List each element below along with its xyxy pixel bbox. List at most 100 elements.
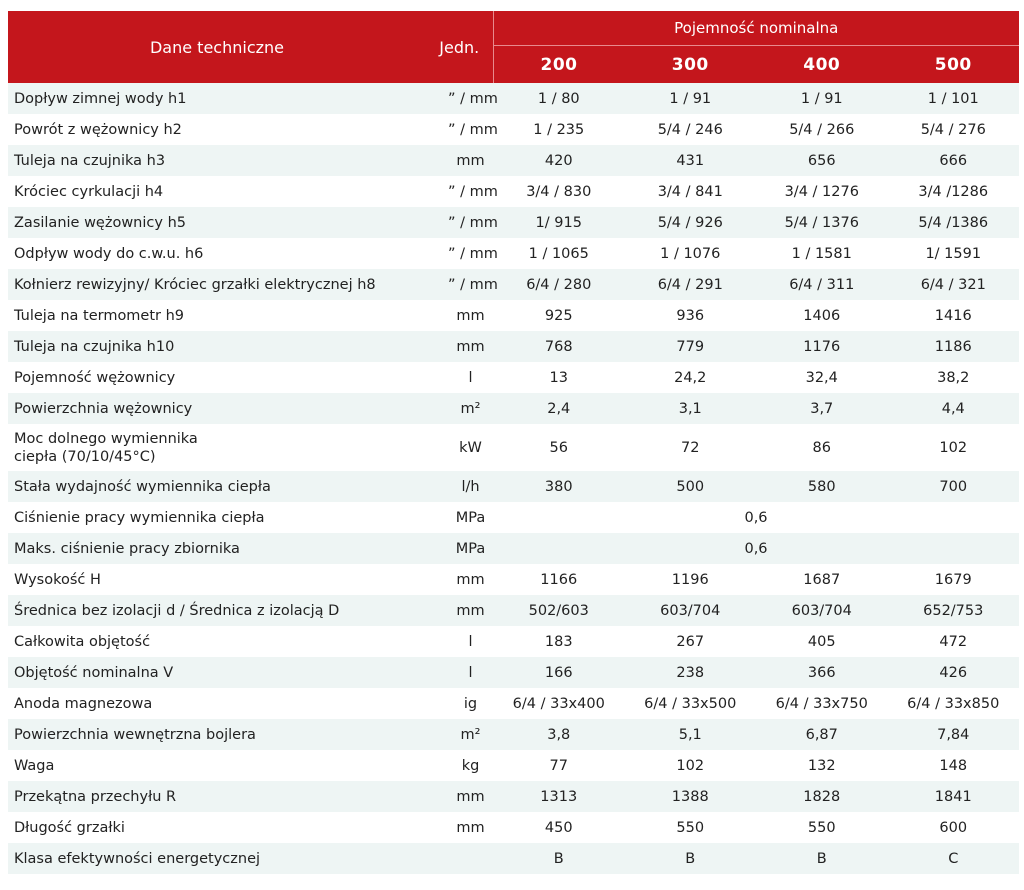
row-value-400: 1687 bbox=[756, 564, 888, 595]
row-value-200: 183 bbox=[493, 626, 625, 657]
row-value-500: 1186 bbox=[887, 331, 1019, 362]
row-unit: ” / mm bbox=[426, 114, 498, 145]
row-value-400: 5/4 / 266 bbox=[756, 114, 888, 145]
row-label: Pojemność wężownicy bbox=[8, 362, 426, 393]
row-value-500: 472 bbox=[887, 626, 1019, 657]
row-value-300: 1 / 1076 bbox=[624, 238, 756, 269]
row-label: Długość grzałki bbox=[8, 812, 426, 843]
row-label: Zasilanie wężownicy h5 bbox=[8, 207, 426, 238]
header-unit: Jedn. bbox=[426, 11, 493, 83]
row-unit: mm bbox=[426, 331, 493, 362]
row-value-500: 700 bbox=[887, 471, 1019, 502]
header-capacity-200: 200 bbox=[492, 45, 625, 83]
row-value-400: 3/4 / 1276 bbox=[756, 176, 888, 207]
row-value-400: 1 / 91 bbox=[756, 83, 888, 114]
row-value-200: 502/603 bbox=[493, 595, 625, 626]
row-value-200: 6/4 / 280 bbox=[493, 269, 625, 300]
row-value-200: B bbox=[493, 843, 625, 874]
row-label: Kołnierz rewizyjny/ Króciec grzałki elek… bbox=[8, 269, 426, 300]
row-value-200: 450 bbox=[493, 812, 625, 843]
table-row: Powierzchnia wewnętrzna bojlera m² 3,8 5,1 6… bbox=[8, 719, 1019, 750]
row-value-400: 1176 bbox=[756, 331, 888, 362]
row-value-300: 1388 bbox=[624, 781, 756, 812]
row-value-300: 431 bbox=[624, 145, 756, 176]
row-label: Tuleja na czujnika h3 bbox=[8, 145, 426, 176]
table-header: Dane techniczne Jedn. Pojemność nominaln… bbox=[8, 11, 1019, 83]
row-value-500: 426 bbox=[887, 657, 1019, 688]
table-row: Całkowita objętość l 183 267 405 472 bbox=[8, 626, 1019, 657]
row-value-500: 1841 bbox=[887, 781, 1019, 812]
row-value-300: 3,1 bbox=[624, 393, 756, 424]
row-label: Stała wydajność wymiennika ciepła bbox=[8, 471, 426, 502]
row-value-300: 550 bbox=[624, 812, 756, 843]
table-row: Ciśnienie pracy wymiennika ciepła MPa 0,6 bbox=[8, 502, 1019, 533]
row-value-500: 652/753 bbox=[887, 595, 1019, 626]
row-value-500: 1416 bbox=[887, 300, 1019, 331]
table-row: Odpływ wody do c.w.u. h6” / mm 1 / 1065 1 … bbox=[8, 238, 1019, 269]
row-value-300: B bbox=[624, 843, 756, 874]
row-value-500: 1 / 101 bbox=[887, 83, 1019, 114]
header-parameter: Dane techniczne bbox=[8, 11, 426, 83]
row-value-500: 666 bbox=[887, 145, 1019, 176]
row-label: Anoda magnezowa bbox=[8, 688, 426, 719]
row-value-200: 3/4 / 830 bbox=[493, 176, 625, 207]
row-value-500: 600 bbox=[887, 812, 1019, 843]
row-value-200: 768 bbox=[493, 331, 625, 362]
row-unit: ” / mm bbox=[426, 83, 498, 114]
row-unit: MPa bbox=[426, 533, 493, 564]
row-label: Średnica bez izolacji d / Średnica z izo… bbox=[8, 595, 426, 626]
row-value-400: 405 bbox=[756, 626, 888, 657]
row-unit: l bbox=[426, 657, 493, 688]
row-unit: mm bbox=[426, 564, 493, 595]
row-value-400: 1406 bbox=[756, 300, 888, 331]
row-value-300: 3/4 / 841 bbox=[624, 176, 756, 207]
row-value-200: 1166 bbox=[493, 564, 625, 595]
row-label: Króciec cyrkulacji h4 bbox=[8, 176, 426, 207]
row-unit: l bbox=[426, 626, 493, 657]
row-shared-value: 0,6 bbox=[493, 533, 1019, 564]
table-body: Dopływ zimnej wody h1” / mm 1 / 80 1 / 91 1… bbox=[8, 83, 1019, 874]
row-value-200: 1 / 1065 bbox=[493, 238, 625, 269]
table-row: Klasa efektywności energetycznej B B B C bbox=[8, 843, 1019, 874]
row-unit: kW bbox=[426, 424, 493, 471]
row-value-500: 6/4 / 321 bbox=[887, 269, 1019, 300]
row-value-500: 3/4 /1286 bbox=[887, 176, 1019, 207]
table-row: Tuleja na czujnika h10 mm 768 779 1176 1186 bbox=[8, 331, 1019, 362]
table-row: Moc dolnego wymiennika ciepła (70/10/45°… bbox=[8, 424, 1019, 471]
row-value-200: 2,4 bbox=[493, 393, 625, 424]
row-value-200: 13 bbox=[493, 362, 625, 393]
row-value-400: 3,7 bbox=[756, 393, 888, 424]
row-value-200: 77 bbox=[493, 750, 625, 781]
row-label: Klasa efektywności energetycznej bbox=[8, 843, 426, 874]
spec-table-container: Dane techniczne Jedn. Pojemność nominaln… bbox=[8, 11, 1019, 874]
row-label: Dopływ zimnej wody h1 bbox=[8, 83, 426, 114]
row-value-300: 238 bbox=[624, 657, 756, 688]
row-value-200: 380 bbox=[493, 471, 625, 502]
row-value-200: 1/ 915 bbox=[493, 207, 625, 238]
row-label: Powierzchnia wewnętrzna bojlera bbox=[8, 719, 426, 750]
row-value-400: 656 bbox=[756, 145, 888, 176]
row-value-200: 56 bbox=[493, 424, 625, 471]
row-unit: l bbox=[426, 362, 493, 393]
row-value-300: 5,1 bbox=[624, 719, 756, 750]
table-row: Powrót z wężownicy h2” / mm 1 / 235 5/4 / … bbox=[8, 114, 1019, 145]
row-shared-value: 0,6 bbox=[493, 502, 1019, 533]
row-value-400: 6/4 / 311 bbox=[756, 269, 888, 300]
row-unit: mm bbox=[426, 781, 493, 812]
table-row: Pojemność wężownicy l 13 24,2 32,4 38,2 bbox=[8, 362, 1019, 393]
row-unit: mm bbox=[426, 145, 493, 176]
row-value-200: 166 bbox=[493, 657, 625, 688]
row-value-300: 5/4 / 246 bbox=[624, 114, 756, 145]
row-value-500: 1679 bbox=[887, 564, 1019, 595]
row-value-400: 5/4 / 1376 bbox=[756, 207, 888, 238]
row-unit: ” / mm bbox=[426, 238, 498, 269]
row-value-400: B bbox=[756, 843, 888, 874]
row-value-400: 32,4 bbox=[756, 362, 888, 393]
header-capacity-group: Pojemność nominalna bbox=[492, 11, 1019, 46]
header-capacity-500: 500 bbox=[887, 45, 1019, 83]
row-value-400: 132 bbox=[756, 750, 888, 781]
row-value-500: C bbox=[887, 843, 1019, 874]
row-unit: ” / mm bbox=[426, 176, 498, 207]
row-label: Objętość nominalna V bbox=[8, 657, 426, 688]
